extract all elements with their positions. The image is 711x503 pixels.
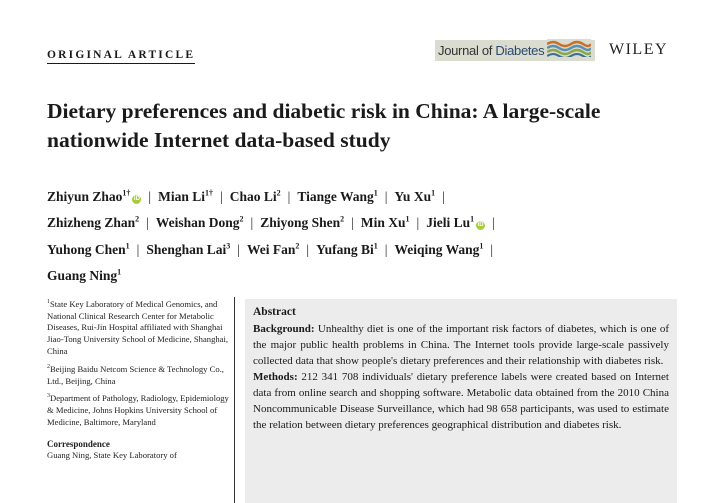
author-separator: | — [442, 188, 445, 204]
correspondence-heading: Correspondence — [47, 438, 110, 449]
affiliation-marker: 3 — [47, 393, 50, 400]
author-separator: | — [136, 241, 140, 257]
author-affiliation-marker: 1 — [405, 214, 410, 224]
author-line: Zhizheng Zhan2 | Weishan Dong2 | Zhiyong She… — [47, 208, 687, 235]
author-name[interactable]: Yu Xu1 — [394, 188, 436, 204]
affiliation-list: 1State Key Laboratory of Medical Genomic… — [47, 297, 231, 429]
author-affiliation-marker: 2 — [135, 214, 140, 224]
author-line: Zhiyun Zhao1†iD | Mian Li1† | Chao Li2 | Tiang… — [47, 181, 687, 208]
affiliation-marker: 2 — [47, 363, 50, 370]
author-name[interactable]: Zhiyong Shen2 — [260, 214, 345, 231]
author-name[interactable]: Weiqing Wang1 — [394, 241, 484, 257]
background-text: Unhealthy diet is one of the important r… — [253, 323, 669, 367]
author-affiliation-marker: 1† — [205, 188, 214, 197]
article-header: ORIGINAL ARTICLE Journal of Diabetes WIL… — [47, 39, 677, 70]
author-separator: | — [384, 188, 388, 204]
author-line: Yuhong Chen1 | Shenghan Lai3 | Wei Fan2 | Yufa… — [47, 234, 687, 261]
affiliation-item: 1State Key Laboratory of Medical Genomic… — [47, 298, 229, 357]
author-list: Zhiyun Zhao1†iD | Mian Li1† | Chao Li2 | Tiang… — [47, 181, 687, 287]
author-affiliation-marker: 1 — [373, 188, 378, 197]
abstract-box: Abstract Background: Unhealthy diet is o… — [245, 299, 677, 503]
author-affiliation-marker: 2 — [239, 214, 244, 224]
author-affiliation-marker: 1 — [470, 214, 475, 224]
author-name[interactable]: Zhizheng Zhan2 — [47, 214, 140, 231]
author-name[interactable]: Shenghan Lai3 — [146, 241, 231, 257]
author-separator: | — [306, 241, 310, 257]
author-affiliation-marker: 1 — [125, 241, 130, 250]
article-type-label: ORIGINAL ARTICLE — [47, 49, 196, 64]
author-name[interactable]: Min Xu1 — [360, 214, 410, 231]
author-affiliation-marker: 2 — [276, 188, 281, 197]
author-affiliation-marker: 2 — [340, 214, 345, 224]
background-label: Background: — [253, 323, 315, 335]
affiliation-marker: 1 — [47, 299, 50, 305]
abstract-methods: Methods: 212 341 708 individuals' dietar… — [253, 369, 669, 433]
journal-name: Journal of Diabetes — [438, 43, 545, 58]
abstract-background: Background: Unhealthy diet is one of the… — [253, 321, 669, 369]
author-separator: | — [351, 215, 354, 230]
journal-banner[interactable]: Journal of Diabetes — [435, 39, 595, 62]
author-affiliation-marker: 2 — [295, 241, 300, 250]
author-affiliation-marker: 1† — [122, 188, 131, 197]
author-name[interactable]: Yuhong Chen1 — [47, 241, 130, 257]
affiliation-item: 3Department of Pathology, Radiology, Epi… — [47, 393, 229, 427]
author-name[interactable]: Weishan Dong2 — [155, 214, 244, 231]
author-name[interactable]: Yufang Bi1 — [316, 241, 378, 257]
author-separator: | — [146, 215, 149, 230]
publisher-logo[interactable]: WILEY — [609, 41, 669, 58]
orcid-icon[interactable]: iD — [132, 194, 142, 204]
author-affiliation-marker: 3 — [226, 241, 231, 250]
author-separator: | — [384, 241, 388, 257]
affiliation-item: 2Beijing Baidu Netcom Science & Technolo… — [47, 363, 224, 386]
journal-wave-logo-icon — [546, 39, 593, 62]
author-name[interactable]: Zhiyun Zhao1†iD — [47, 188, 142, 204]
orcid-icon[interactable]: iD — [476, 221, 486, 230]
author-affiliation-marker: 1 — [431, 188, 436, 197]
author-name[interactable]: Chao Li2 — [229, 188, 281, 204]
author-separator: | — [490, 241, 494, 257]
author-separator: | — [287, 188, 291, 204]
author-separator: | — [250, 215, 254, 230]
methods-text: 212 341 708 individuals' dietary prefere… — [253, 371, 669, 431]
abstract-heading: Abstract — [253, 306, 296, 318]
author-affiliation-marker: 1 — [373, 241, 378, 250]
author-name[interactable]: Guang Ning1 — [47, 267, 122, 284]
author-name[interactable]: Jieli Lu1iD — [426, 214, 486, 230]
column-divider — [234, 297, 235, 503]
author-separator: | — [416, 215, 420, 230]
article-title: Dietary preferences and diabetic risk in… — [47, 99, 601, 152]
author-name[interactable]: Mian Li1† — [158, 188, 214, 204]
affiliations-column: 1State Key Laboratory of Medical Genomic… — [47, 297, 231, 466]
author-separator: | — [148, 188, 152, 204]
author-line: Guang Ning1 — [47, 261, 687, 288]
author-separator: | — [237, 241, 240, 257]
author-name[interactable]: Tiange Wang1 — [297, 188, 378, 204]
author-separator: | — [220, 188, 223, 204]
author-name[interactable]: Wei Fan2 — [247, 241, 300, 257]
author-separator: | — [492, 215, 495, 230]
author-affiliation-marker: 1 — [479, 241, 484, 250]
author-affiliation-marker: 1 — [117, 267, 122, 277]
correspondence-text: Guang Ning, State Key Laboratory of — [47, 450, 177, 461]
methods-label: Methods: — [253, 371, 298, 383]
